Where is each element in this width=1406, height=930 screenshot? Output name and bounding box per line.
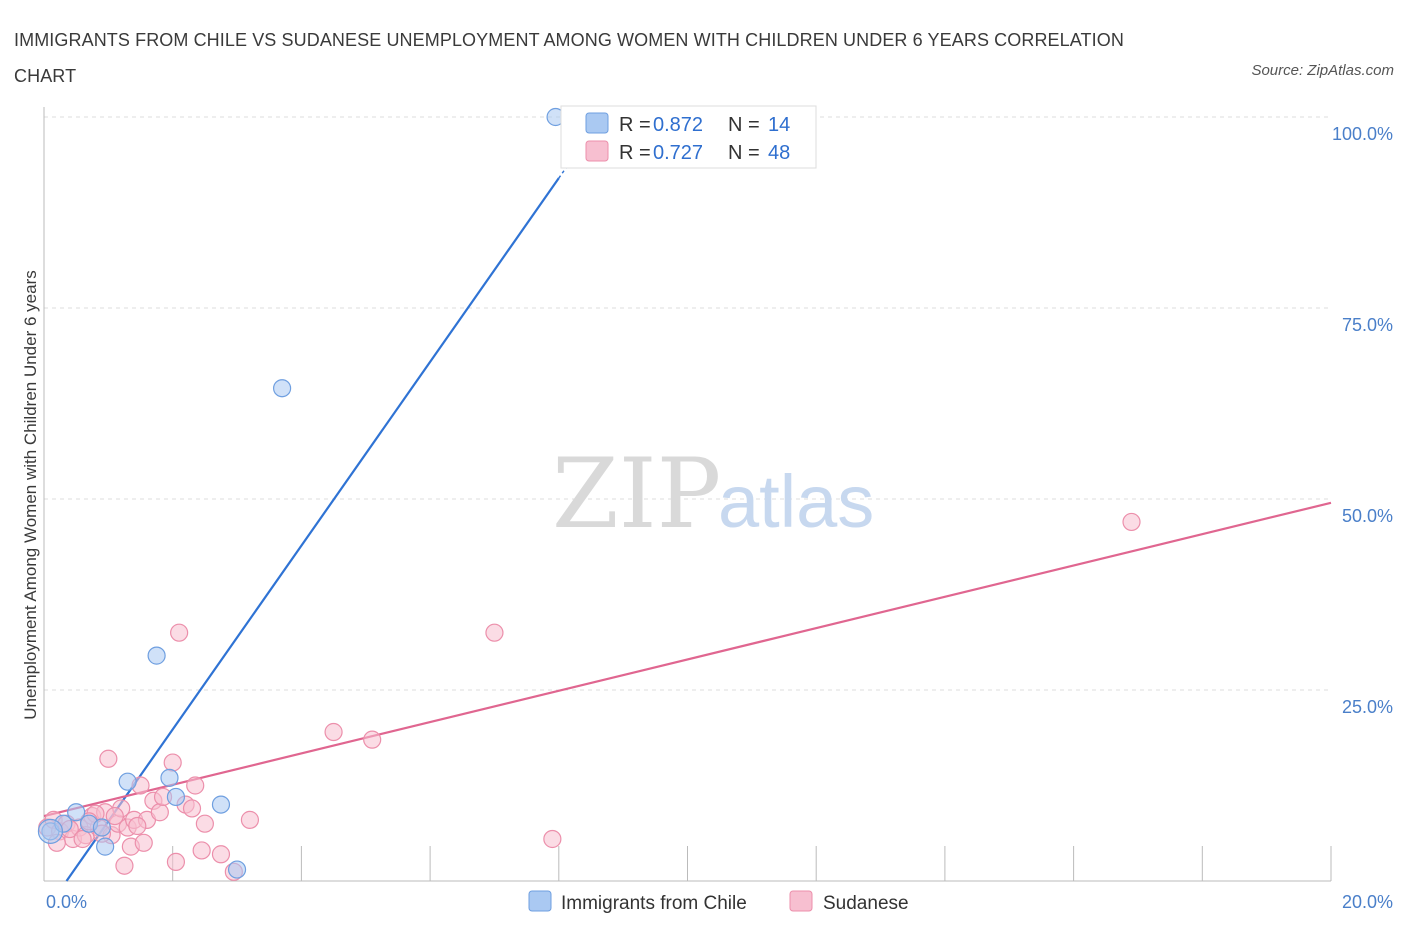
point-sudanese-26 (170, 623, 189, 642)
trend-line-sudanese (43, 501, 1332, 818)
legend-r-label-chile: R = (619, 114, 651, 136)
point-sudanese-22 (150, 803, 169, 822)
point-sudanese-34 (240, 810, 260, 829)
point-sudanese-44 (105, 806, 124, 826)
point-sudanese-42 (134, 833, 153, 852)
legend-n-value-sudanese: 48 (768, 142, 790, 164)
watermark-zip: ZIP (552, 438, 721, 550)
legend-swatch-sudanese (585, 140, 609, 162)
point-sudanese-47 (128, 816, 147, 836)
point-sudanese-30 (192, 841, 211, 860)
point-chile-10 (227, 860, 247, 879)
point-chile-4 (96, 837, 115, 856)
point-sudanese-24 (163, 753, 182, 772)
legend-n-value-chile: 14 (768, 114, 790, 136)
point-sudanese-39 (1122, 512, 1141, 532)
legend-r-label-sudanese: R = (619, 142, 651, 164)
legend-n-label-sudanese: N = (728, 142, 760, 164)
point-sudanese-14 (73, 829, 92, 849)
y-tick-label-0: 100.0% (1332, 124, 1393, 144)
y-tick-labels: 100.0% 75.0% 50.0% 25.0% (1332, 124, 1393, 717)
y-axis-label: Unemployment Among Women with Children U… (21, 270, 40, 719)
legend-r-value-sudanese: 0.727 (653, 142, 703, 164)
point-sudanese-38 (543, 829, 562, 849)
data-points (37, 107, 1141, 881)
x-tick-label-0: 0.0% (46, 892, 87, 912)
point-chile-13 (92, 818, 112, 837)
watermark: ZIP atlas (552, 438, 874, 550)
point-chile-9 (211, 795, 231, 814)
series-legend: Immigrants from Chile Sudanese (528, 890, 909, 914)
point-sudanese-40 (115, 856, 134, 875)
source-label: Source: ZipAtlas.com (1251, 62, 1394, 79)
point-chile-6 (147, 646, 166, 665)
x-tick-label-1: 20.0% (1342, 892, 1393, 912)
point-sudanese-15 (99, 749, 118, 768)
legend-swatch-chile (585, 112, 609, 134)
point-sudanese-36 (363, 730, 382, 749)
point-chile-2 (67, 803, 86, 822)
point-sudanese-25 (166, 852, 186, 872)
point-sudanese-29 (186, 776, 205, 795)
point-sudanese-28 (182, 799, 202, 818)
series-legend-label-sudanese: Sudanese (823, 893, 909, 914)
trend-line-chile (65, 177, 560, 882)
y-tick-label-2: 50.0% (1342, 506, 1393, 526)
axes (43, 107, 1332, 882)
point-sudanese-32 (211, 845, 231, 864)
correlation-legend: R = 0.872 N = 14 R = 0.727 N = 48 (560, 105, 817, 169)
x-tick-labels: 0.0% 20.0% (46, 892, 1393, 912)
point-sudanese-31 (195, 814, 214, 833)
point-sudanese-35 (324, 722, 343, 742)
chart-title: IMMIGRANTS FROM CHILE VS SUDANESE UNEMPL… (14, 30, 1124, 86)
series-legend-swatch-chile (528, 890, 552, 912)
point-sudanese-37 (485, 623, 504, 642)
series-legend-label-chile: Immigrants from Chile (561, 893, 747, 914)
point-chile-11 (272, 379, 292, 398)
point-chile-cluster (37, 818, 64, 844)
series-legend-swatch-sudanese (789, 890, 813, 912)
watermark-atlas: atlas (718, 460, 874, 543)
point-chile-7 (160, 768, 179, 787)
point-chile-8 (166, 787, 186, 807)
legend-n-label-chile: N = (728, 114, 760, 136)
grid-lines (44, 116, 1331, 691)
point-chile-5 (118, 772, 137, 791)
y-tick-label-3: 25.0% (1342, 697, 1393, 717)
y-tick-label-1: 75.0% (1342, 315, 1393, 335)
legend-r-value-chile: 0.872 (653, 114, 703, 136)
